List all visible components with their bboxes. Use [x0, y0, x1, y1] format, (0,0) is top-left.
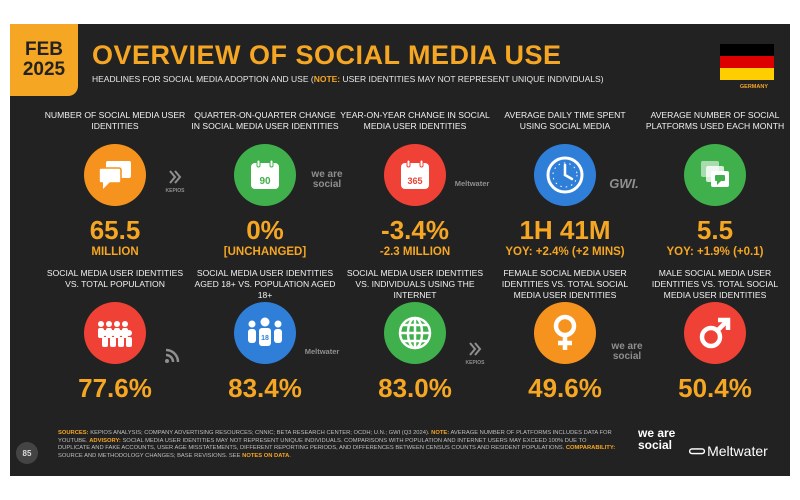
stacked-windows-icon	[684, 144, 746, 206]
group-18-icon: 18	[234, 302, 296, 364]
calendar-day-count: 365	[407, 176, 422, 186]
stat-label: AVERAGE NUMBER OF SOCIAL PLATFORMS USED …	[645, 110, 785, 131]
date-badge: FEB 2025	[10, 24, 78, 96]
stat-label: FEMALE SOCIAL MEDIA USER IDENTITIES vs. …	[501, 268, 629, 300]
notes-on-data-link[interactable]: NOTES ON DATA	[242, 452, 290, 459]
meltwater-mark: Meltwater	[304, 347, 340, 356]
age-badge-text: 18	[261, 335, 269, 342]
calendar-icon: 90	[234, 144, 296, 206]
stat-year-change: YEAR-ON-YEAR CHANGE IN SOCIAL MEDIA USER…	[340, 110, 490, 258]
stat-subvalue: YOY: +1.9% (+0.1)	[666, 246, 764, 258]
stat-value: 83.4%	[228, 373, 302, 403]
stat-label: NUMBER OF SOCIAL MEDIA USER IDENTITIES	[44, 110, 186, 131]
female-symbol-icon	[534, 302, 596, 364]
stat-label: QUARTER-ON-QUARTER CHANGE IN SOCIAL MEDI…	[191, 110, 339, 131]
calendar-icon: 365	[384, 144, 446, 206]
slide: FEB 2025 OVERVIEW OF SOCIAL MEDIA USE HE…	[10, 24, 790, 476]
footer-sources: SOURCES: KEPIOS ANALYSIS; COMPANY ADVERT…	[58, 430, 616, 459]
calendar-day-count: 90	[259, 176, 271, 187]
stat-subvalue: MILLION	[91, 246, 139, 258]
meltwater-mark: Meltwater	[454, 179, 490, 188]
date-month: FEB	[25, 39, 63, 60]
stat-subvalue: YOY: +2.4% (+2 MINS)	[505, 246, 625, 258]
page-title: OVERVIEW OF SOCIAL MEDIA USE	[92, 40, 562, 70]
stat-subvalue: -2.3 MILLION	[379, 246, 451, 258]
stat-subvalue: [UNCHANGED]	[223, 246, 307, 258]
we-are-social-mark: we are social	[611, 341, 643, 362]
stat-female-share: FEMALE SOCIAL MEDIA USER IDENTITIES vs. …	[490, 268, 640, 402]
male-symbol-icon	[684, 302, 746, 364]
meltwater-logo-icon: ⊂⊃	[688, 444, 706, 458]
stat-label: MALE SOCIAL MEDIA USER IDENTITIES vs. TO…	[651, 268, 779, 300]
stat-quarter-change: QUARTER-ON-QUARTER CHANGE IN SOCIAL MEDI…	[190, 110, 340, 258]
stat-social-media-user-identities: NUMBER OF SOCIAL MEDIA USER IDENTITIES 6…	[40, 110, 190, 258]
stat-value: -3.4%	[381, 215, 449, 245]
stat-vs-internet-users: SOCIAL MEDIA USER IDENTITIES vs. INDIVID…	[340, 268, 490, 402]
germany-flag-icon	[720, 44, 774, 80]
stat-value: 5.5	[696, 215, 734, 245]
stat-platforms-used: AVERAGE NUMBER OF SOCIAL PLATFORMS USED …	[640, 110, 790, 258]
meltwater-logo: ⊂⊃ Meltwater	[688, 443, 768, 459]
stat-value: 49.6%	[528, 373, 602, 403]
meltwater-radar-icon	[162, 342, 188, 367]
stat-male-share: MALE SOCIAL MEDIA USER IDENTITIES vs. TO…	[640, 268, 790, 402]
stat-label: SOCIAL MEDIA USER IDENTITIES AGED 18+ vs…	[194, 268, 336, 300]
chat-bubbles-icon	[84, 144, 146, 206]
clock-icon	[534, 144, 596, 206]
country-label: GERMANY	[739, 84, 768, 90]
crowd-icon	[84, 302, 146, 364]
stat-daily-time: AVERAGE DAILY TIME SPENT USING SOCIAL ME…	[490, 110, 640, 258]
kepios-logo-icon: KEPIOS	[162, 170, 188, 195]
stat-vs-population-18: SOCIAL MEDIA USER IDENTITIES AGED 18+ vs…	[190, 268, 340, 402]
page-subtitle: HEADLINES FOR SOCIAL MEDIA ADOPTION AND …	[92, 74, 604, 84]
stat-value: 1H 41M	[519, 215, 611, 245]
stat-label: SOCIAL MEDIA USER IDENTITIES vs. TOTAL P…	[46, 268, 184, 289]
kepios-logo-icon: KEPIOS	[462, 342, 488, 367]
stat-value: 77.6%	[78, 373, 152, 403]
stat-label: YEAR-ON-YEAR CHANGE IN SOCIAL MEDIA USER…	[340, 110, 490, 131]
page-number: 85	[16, 442, 38, 464]
we-are-social-mark: we are social	[311, 169, 343, 190]
stat-label: SOCIAL MEDIA USER IDENTITIES vs. INDIVID…	[346, 268, 484, 300]
stat-value: 83.0%	[378, 373, 452, 403]
globe-icon	[384, 302, 446, 364]
stat-value: 0%	[246, 215, 284, 245]
stat-value: 65.5	[89, 215, 141, 245]
date-year: 2025	[22, 59, 66, 80]
gwi-mark: GWI.	[609, 176, 639, 191]
stat-vs-population: SOCIAL MEDIA USER IDENTITIES vs. TOTAL P…	[40, 268, 190, 402]
stat-label: AVERAGE DAILY TIME SPENT USING SOCIAL ME…	[504, 110, 626, 131]
we-are-social-logo: we are social	[638, 426, 676, 452]
stat-value: 50.4%	[678, 373, 752, 403]
